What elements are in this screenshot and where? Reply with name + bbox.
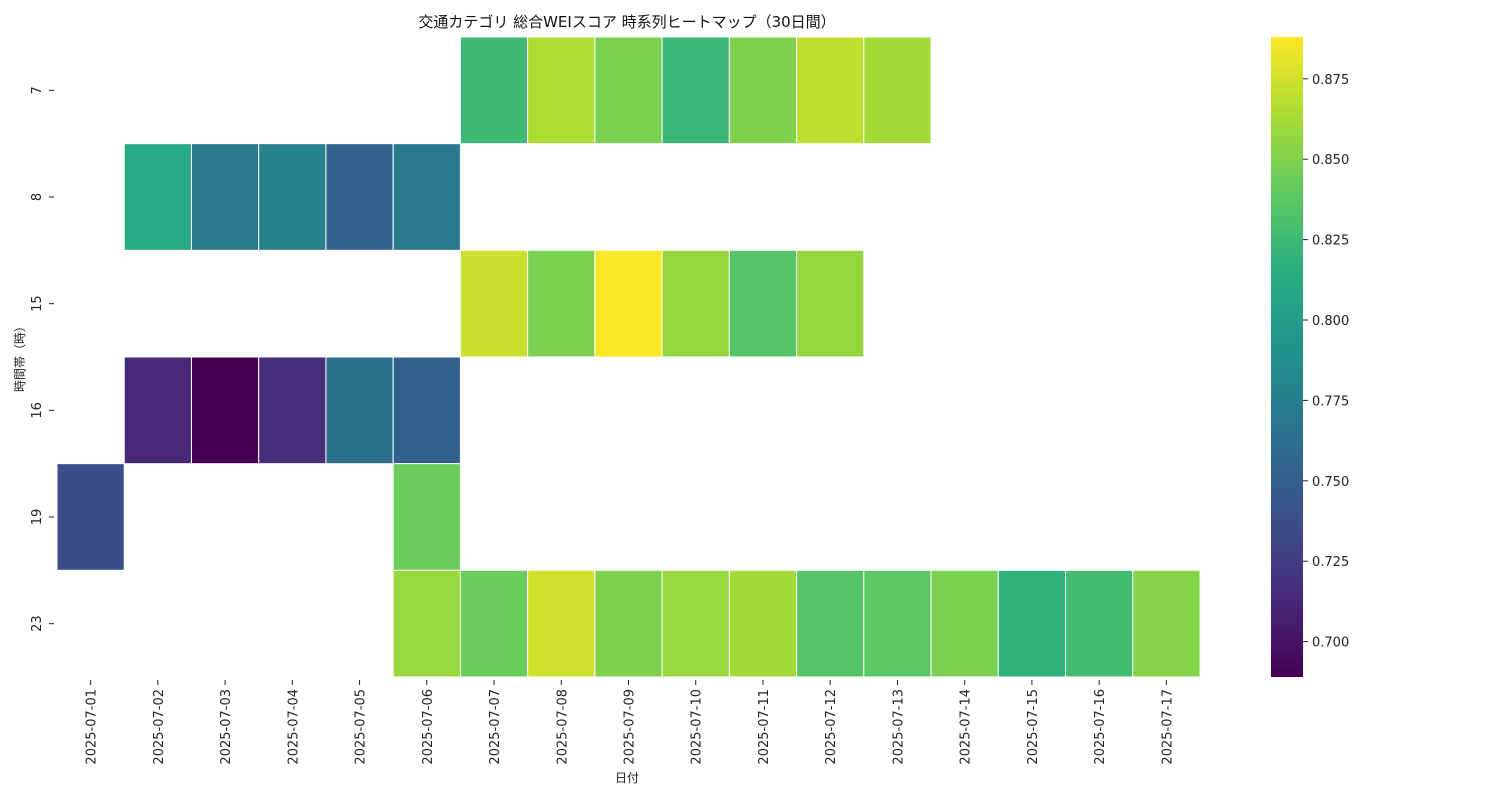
x-tick-label: 2025-07-15 bbox=[1026, 689, 1041, 765]
x-axis-ticks: 2025-07-01 2025-07-02 2025-07-03 2025-07-04… bbox=[85, 680, 1175, 765]
heatmap-cells bbox=[56, 36, 1201, 678]
colorbar-tick-label: 0.775 bbox=[1312, 394, 1349, 409]
colorbar-tick-label: 0.800 bbox=[1312, 314, 1349, 329]
y-tick-label: 15 bbox=[30, 295, 45, 312]
x-tick-label: 2025-07-08 bbox=[555, 689, 570, 765]
x-tick-label: 2025-07-04 bbox=[286, 689, 301, 765]
heatmap-cell bbox=[258, 143, 327, 251]
colorbar-gradient bbox=[1271, 37, 1303, 677]
heatmap-cell bbox=[190, 143, 260, 251]
heatmap-cell bbox=[527, 36, 596, 145]
y-tick-label: 16 bbox=[30, 402, 45, 419]
colorbar-tick-label: 0.750 bbox=[1312, 475, 1349, 490]
colorbar-tick-label: 0.875 bbox=[1312, 73, 1349, 88]
heatmap-cell bbox=[796, 249, 865, 358]
x-tick-label: 2025-07-14 bbox=[959, 689, 974, 765]
heatmap-cell bbox=[930, 569, 999, 678]
heatmap-cell bbox=[661, 569, 730, 678]
x-tick-label: 2025-07-09 bbox=[623, 689, 638, 765]
heatmap-cell bbox=[258, 356, 327, 465]
heatmap-cell bbox=[1065, 569, 1134, 678]
x-tick-label: 2025-07-10 bbox=[690, 689, 705, 765]
heatmap-cell bbox=[392, 569, 461, 678]
chart-title: 交通カテゴリ 総合WEIスコア 時系列ヒートマップ（30日間） bbox=[418, 13, 835, 31]
heatmap-cell bbox=[392, 143, 461, 251]
heatmap-cell bbox=[594, 249, 663, 358]
y-axis-ticks: 7 8 15 16 19 23 bbox=[30, 86, 54, 632]
y-tick-label: 7 bbox=[30, 86, 45, 94]
heatmap-cell bbox=[123, 356, 192, 465]
heatmap-cell bbox=[594, 36, 663, 145]
heatmap-cell bbox=[459, 569, 529, 678]
heatmap-cell bbox=[728, 249, 798, 358]
colorbar-tick-label: 0.825 bbox=[1312, 234, 1349, 249]
heatmap-cell bbox=[661, 36, 730, 145]
heatmap-cell bbox=[796, 569, 865, 678]
colorbar-tick-label: 0.700 bbox=[1312, 636, 1349, 651]
heatmap-cell bbox=[325, 356, 394, 465]
heatmap-cell bbox=[527, 249, 596, 358]
x-tick-label: 2025-07-11 bbox=[757, 689, 772, 765]
heatmap-cell bbox=[527, 569, 596, 678]
heatmap-cell bbox=[459, 249, 529, 358]
y-axis-label: 時間帯（時） bbox=[13, 320, 27, 392]
heatmap-cell bbox=[863, 569, 932, 678]
x-tick-label: 2025-07-06 bbox=[421, 689, 436, 765]
heatmap-cell bbox=[728, 36, 798, 145]
x-tick-label: 2025-07-17 bbox=[1160, 689, 1175, 765]
heatmap-cell bbox=[661, 249, 730, 358]
x-tick-label: 2025-07-01 bbox=[85, 689, 100, 765]
heatmap-cell bbox=[1132, 569, 1201, 678]
x-axis-label: 日付 bbox=[615, 771, 639, 785]
colorbar-tick-label: 0.850 bbox=[1312, 153, 1349, 168]
x-tick-label: 2025-07-05 bbox=[354, 689, 369, 765]
x-tick-label: 2025-07-02 bbox=[152, 689, 167, 765]
heatmap-cell bbox=[997, 569, 1067, 678]
colorbar-ticks: 0.700 0.725 0.750 0.775 0.800 0.825 0.850 0.875 bbox=[1303, 73, 1349, 651]
heatmap-cell bbox=[796, 36, 865, 145]
y-tick-label: 8 bbox=[30, 193, 45, 201]
heatmap-cell bbox=[325, 143, 394, 251]
heatmap-cell bbox=[594, 569, 663, 678]
heatmap-cell bbox=[459, 36, 529, 145]
y-tick-label: 23 bbox=[30, 615, 45, 632]
x-tick-label: 2025-07-13 bbox=[891, 689, 906, 765]
y-tick-label: 19 bbox=[30, 509, 45, 526]
heatmap-cell bbox=[728, 569, 798, 678]
heatmap-cell bbox=[392, 463, 461, 571]
x-tick-label: 2025-07-07 bbox=[488, 689, 503, 765]
x-tick-label: 2025-07-16 bbox=[1093, 689, 1108, 765]
heatmap-cell bbox=[863, 36, 932, 145]
colorbar: 0.700 0.725 0.750 0.775 0.800 0.825 0.850 0.875 bbox=[1271, 37, 1349, 677]
colorbar-tick-label: 0.725 bbox=[1312, 555, 1349, 570]
x-tick-label: 2025-07-03 bbox=[219, 689, 234, 765]
heatmap-cell bbox=[56, 463, 125, 571]
heatmap-cell bbox=[190, 356, 260, 465]
x-tick-label: 2025-07-12 bbox=[824, 689, 839, 765]
heatmap-cell bbox=[123, 143, 192, 251]
heatmap-cell bbox=[392, 356, 461, 465]
